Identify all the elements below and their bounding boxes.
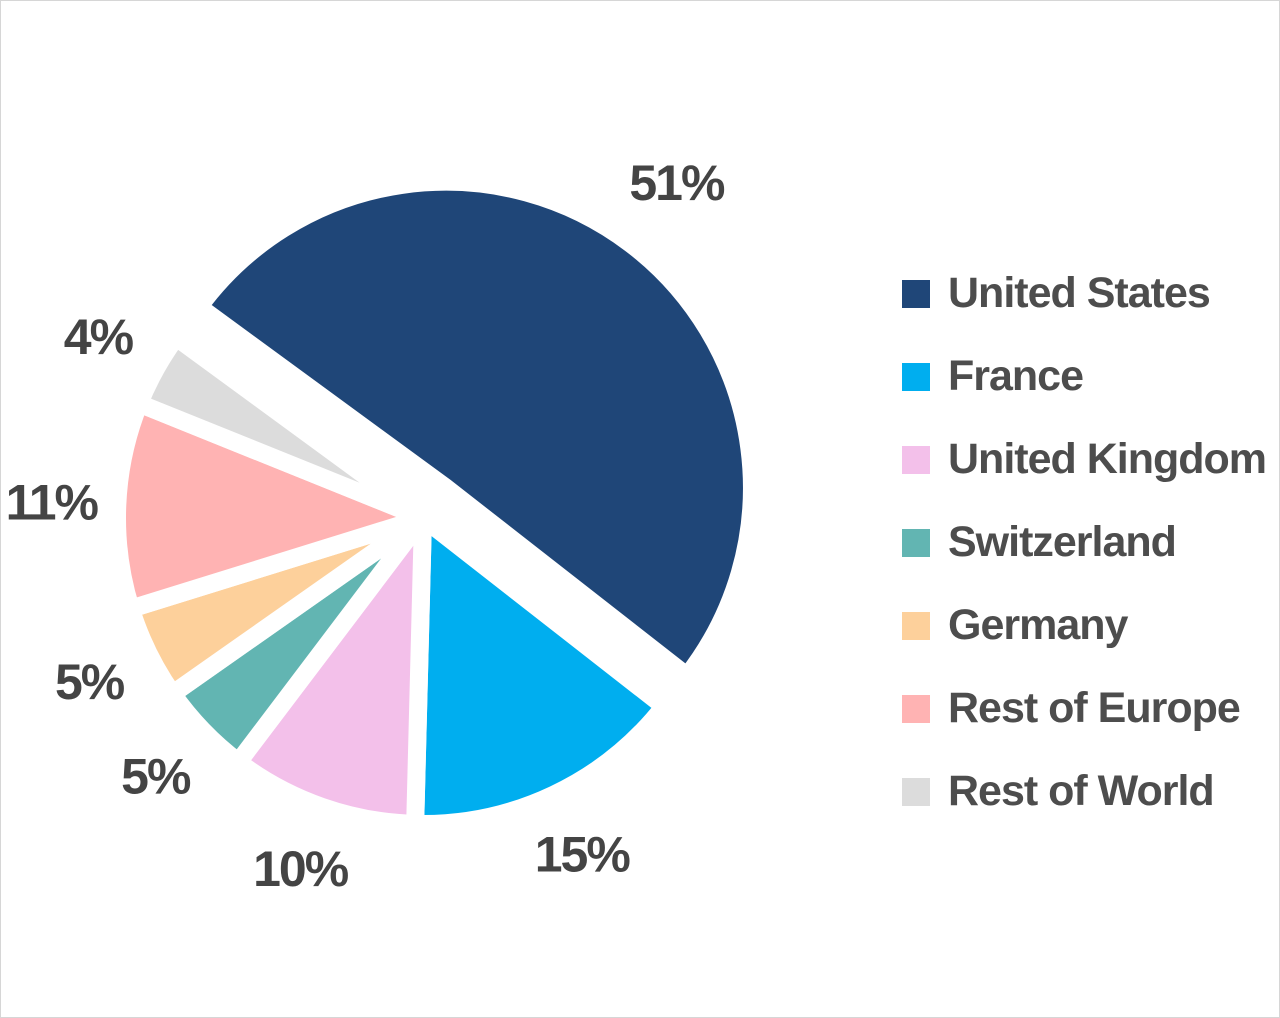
legend-label: France: [948, 352, 1084, 400]
legend-swatch: [902, 777, 930, 806]
legend-label: Switzerland: [948, 518, 1177, 566]
legend-item-switzerland: Switzerland: [902, 501, 1266, 584]
legend-label: United Kingdom: [948, 435, 1267, 483]
value-label-switzerland: 5%: [121, 748, 191, 804]
legend-swatch: [902, 279, 930, 308]
pie-value-labels: 51% 15% 10% 5% 5% 11% 4%: [6, 155, 727, 897]
legend-label: Rest of World: [948, 767, 1215, 815]
value-label-france: 15%: [535, 826, 631, 882]
pie-slice-rest-of-europe: [108, 391, 450, 620]
legend-swatch: [902, 445, 930, 474]
value-label-united-kingdom: 10%: [253, 841, 349, 897]
legend-item-united-kingdom: United Kingdom: [902, 418, 1267, 501]
chart-legend: United States France United Kingdom Switzer…: [902, 252, 1267, 833]
value-label-rest-of-europe: 11%: [6, 475, 99, 531]
value-label-united-states: 51%: [629, 155, 725, 211]
pie-slices: [108, 172, 761, 834]
pie-slice-united-kingdom: [225, 490, 433, 834]
pie-slice-france: [405, 499, 677, 833]
legend-swatch: [902, 362, 930, 391]
legend-item-rest-of-europe: Rest of Europe: [902, 667, 1266, 750]
legend-item-germany: Germany: [902, 584, 1266, 667]
pie-slice-united-states: [186, 172, 761, 689]
legend-item-united-states: United States: [902, 252, 1266, 335]
legend-label: Germany: [948, 601, 1128, 649]
value-label-germany: 5%: [55, 654, 125, 710]
legend-swatch: [902, 694, 930, 723]
legend-swatch: [902, 528, 930, 557]
legend-label: Rest of Europe: [948, 684, 1241, 732]
pie-slice-rest-of-world: [127, 324, 429, 527]
legend-label: United States: [948, 269, 1211, 317]
legend-swatch: [902, 611, 930, 640]
legend-item-rest-of-world: Rest of World: [902, 750, 1266, 833]
value-label-rest-of-world: 4%: [64, 309, 134, 365]
legend-item-france: France: [902, 335, 1266, 418]
